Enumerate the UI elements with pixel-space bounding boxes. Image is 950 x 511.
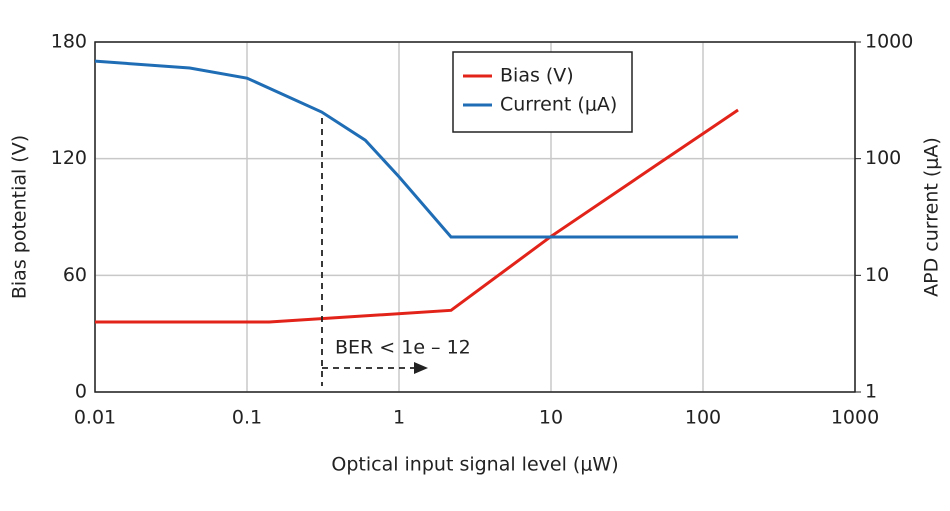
y-tick-label: 60 — [63, 264, 87, 286]
y2-axis-label: APD current (μA) — [921, 137, 943, 297]
x-tick-label: 1000 — [831, 407, 879, 429]
y2-tick-label: 100 — [865, 147, 901, 169]
legend-box — [452, 51, 633, 133]
series-line — [95, 108, 739, 324]
plot-frame — [94, 41, 856, 393]
annotation: BER < 1e – 12 — [335, 337, 471, 359]
y-tick-label: 120 — [51, 147, 87, 169]
series-line — [94, 59, 739, 239]
y-axis-label: Bias potential (V) — [9, 135, 31, 299]
y2-tick-label: 1000 — [865, 31, 913, 53]
legend-label: Current (μA) — [500, 94, 617, 116]
x-tick-label: 10 — [539, 407, 563, 429]
x-tick-label: 0.01 — [74, 407, 116, 429]
y2-tick-label: 10 — [865, 264, 889, 286]
x-tick-label: 100 — [685, 407, 721, 429]
y2-tick-label: 1 — [865, 381, 877, 403]
arrow-head — [414, 362, 428, 374]
legend-label: Bias (V) — [500, 65, 574, 87]
x-axis-label: Optical input signal level (μW) — [331, 454, 618, 476]
y-tick-label: 0 — [75, 381, 87, 403]
y-tick-label: 180 — [51, 31, 87, 53]
x-tick-label: 0.1 — [232, 407, 262, 429]
x-tick-label: 1 — [393, 407, 405, 429]
